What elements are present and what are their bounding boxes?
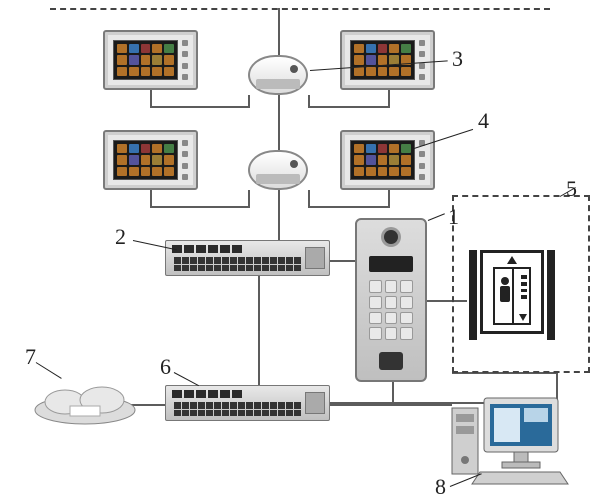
wire-pt-r xyxy=(308,95,310,108)
wire-mtr-l xyxy=(310,106,390,108)
wire-mtl-r xyxy=(150,106,248,108)
leader-7 xyxy=(36,362,62,379)
wire-mbr-l xyxy=(310,206,390,208)
wire-swB-r xyxy=(330,404,452,406)
wire-top-border xyxy=(50,8,550,10)
workstation-icon xyxy=(450,388,570,488)
diagram-canvas: { "type": "network-diagram", "background… xyxy=(0,0,592,500)
indoor-monitor-bottom-right xyxy=(340,130,435,190)
leader-6 xyxy=(174,372,199,386)
network-switch-lower xyxy=(165,385,330,421)
elevator-icon xyxy=(480,250,544,334)
cloud-icon xyxy=(30,380,140,428)
indoor-monitor-bottom-left xyxy=(103,130,198,190)
wire-pb-r xyxy=(308,190,310,208)
door-station xyxy=(355,218,427,382)
label-7: 7 xyxy=(25,344,36,370)
wire-swA-r1 xyxy=(330,260,355,262)
network-switch-upper xyxy=(165,240,330,276)
indoor-monitor-top-left xyxy=(103,30,198,90)
label-1: 1 xyxy=(448,204,459,230)
wire-pb-l xyxy=(248,190,250,208)
label-6: 6 xyxy=(160,354,171,380)
gateway-pod-bottom xyxy=(248,150,308,190)
label-4: 4 xyxy=(478,108,489,134)
wire-door-d xyxy=(392,382,394,402)
wire-mbl-r xyxy=(150,206,248,208)
wire-pt-l xyxy=(248,95,250,108)
label-2: 2 xyxy=(115,224,126,250)
wire-swA-down xyxy=(258,276,260,385)
wire-row-top xyxy=(278,95,280,150)
indoor-monitor-top-right xyxy=(340,30,435,90)
label-3: 3 xyxy=(452,46,463,72)
label-8: 8 xyxy=(435,474,446,500)
leader-1 xyxy=(428,213,445,221)
gateway-pod-top xyxy=(248,55,308,95)
